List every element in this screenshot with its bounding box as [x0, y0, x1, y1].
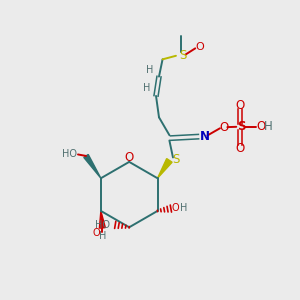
Text: O: O — [195, 42, 204, 52]
Polygon shape — [158, 159, 172, 178]
Text: O: O — [235, 99, 244, 112]
Text: HO: HO — [62, 149, 77, 160]
Text: O: O — [172, 203, 179, 213]
Text: O: O — [220, 121, 229, 134]
Text: H: H — [146, 65, 153, 75]
Text: S: S — [179, 49, 186, 62]
Text: H: H — [264, 120, 272, 133]
Polygon shape — [84, 154, 101, 178]
Text: S: S — [237, 120, 246, 133]
Text: H: H — [180, 203, 187, 213]
Text: O: O — [256, 120, 265, 133]
Text: HO: HO — [95, 220, 110, 230]
Polygon shape — [99, 211, 105, 228]
Text: N: N — [200, 130, 210, 142]
Text: O: O — [124, 151, 133, 164]
Text: H: H — [143, 83, 150, 94]
Text: S: S — [172, 153, 180, 166]
Text: H: H — [99, 231, 106, 241]
Text: O: O — [235, 142, 244, 155]
Text: O: O — [92, 228, 100, 238]
